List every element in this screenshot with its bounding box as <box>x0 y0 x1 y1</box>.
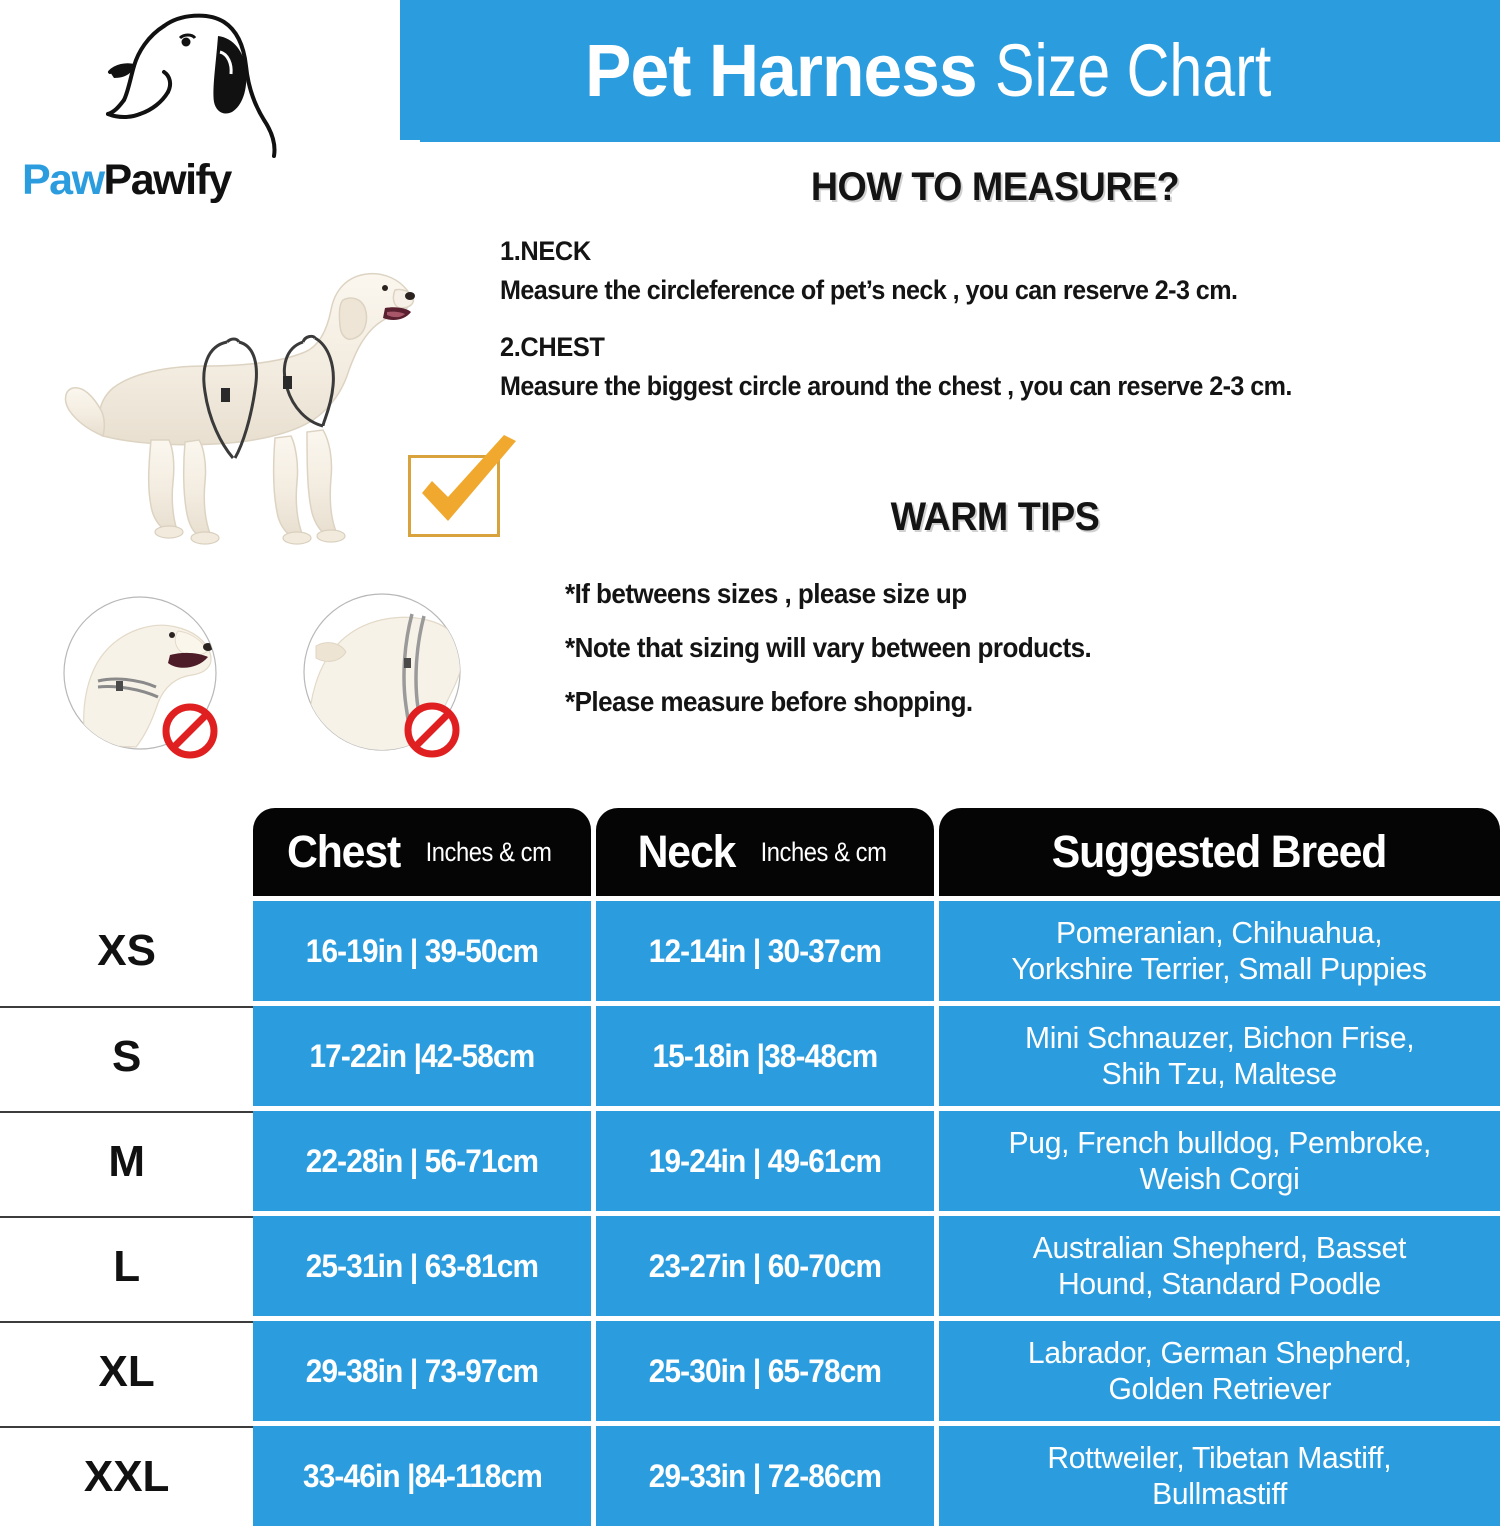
header-cell-size <box>0 808 253 896</box>
table-row: XS 16-19in | 39-50cm 12-14in | 30-37cm P… <box>0 901 1500 1006</box>
header-breed-label: Suggested Breed <box>1052 826 1388 877</box>
cell-neck-value: 25-30in | 65-78cm <box>648 1352 882 1389</box>
measure-steps-list: 1.NECK Measure the circleference of pet’… <box>500 236 1490 402</box>
warm-tips-list: *If betweens sizes , please size up *Not… <box>500 578 1490 718</box>
cell-breed-line1: Australian Shepherd, Basset <box>1032 1230 1407 1266</box>
cell-chest-value: 33-46in |84-118cm <box>302 1457 543 1494</box>
cell-size: M <box>0 1111 254 1211</box>
orange-checkmark-icon <box>404 435 524 545</box>
cell-neck: 19-24in | 49-61cm <box>595 1111 934 1211</box>
table-row: S 17-22in |42-58cm 15-18in |38-48cm Mini… <box>0 1006 1500 1111</box>
cell-chest: 29-38in | 73-97cm <box>253 1321 591 1421</box>
cell-breed-line2: Yorkshire Terrier, Small Puppies <box>1011 951 1428 986</box>
cell-chest-value: 25-31in | 63-81cm <box>305 1247 539 1284</box>
cell-size: XS <box>0 901 254 1001</box>
measure-step-2-label: 2.CHEST <box>500 332 605 362</box>
cell-breed-line1: Mini Schnauzer, Bichon Frise, <box>1024 1020 1415 1056</box>
cell-neck: 25-30in | 65-78cm <box>595 1321 934 1421</box>
cell-chest: 33-46in |84-118cm <box>253 1426 591 1526</box>
page-title-bold: Pet Harness <box>584 28 978 112</box>
brand-logo[interactable]: PawPawify <box>10 8 310 208</box>
measure-step-1-text: Measure the circleference of pet’s neck … <box>500 275 1238 305</box>
cell-breed: Australian Shepherd, Basset Hound, Stand… <box>938 1216 1500 1316</box>
page-title-light: Size Chart <box>994 28 1272 112</box>
header-cell-breed: Suggested Breed <box>938 808 1500 896</box>
cell-breed-line2: Golden Retriever <box>1108 1371 1331 1406</box>
cell-size: S <box>0 1006 254 1106</box>
header-chest-unit: Inches & cm <box>425 836 552 867</box>
dog-measuring-illustration <box>55 250 475 580</box>
cell-size: L <box>0 1216 254 1316</box>
cell-size: XL <box>0 1321 254 1421</box>
cell-breed-line2: Shih Tzu, Maltese <box>1101 1056 1337 1091</box>
cell-neck: 12-14in | 30-37cm <box>595 901 934 1001</box>
header-cell-neck: Neck Inches & cm <box>596 808 934 896</box>
cell-neck: 29-33in | 72-86cm <box>595 1426 934 1526</box>
warm-tip-3: *Please measure before shopping. <box>565 686 973 717</box>
incorrect-example-1 <box>60 595 225 760</box>
cell-breed-line1: Labrador, German Shepherd, <box>1027 1335 1412 1371</box>
header-neck-unit: Inches & cm <box>760 836 887 867</box>
cell-chest-value: 29-38in | 73-97cm <box>305 1352 539 1389</box>
cell-chest: 17-22in |42-58cm <box>253 1006 591 1106</box>
warm-tips-section: WARM TIPS *If betweens sizes , please si… <box>500 495 1490 740</box>
how-to-measure-section: HOW TO MEASURE? 1.NECK Measure the circl… <box>500 165 1490 428</box>
cell-chest-value: 17-22in |42-58cm <box>309 1037 536 1074</box>
correct-checkbox <box>408 455 500 537</box>
cell-neck-value: 19-24in | 49-61cm <box>648 1142 882 1179</box>
page-header: Pet Harness Size Chart <box>0 0 1500 192</box>
measure-step-1-label: 1.NECK <box>500 236 591 266</box>
cell-breed: Pomeranian, Chihuahua, Yorkshire Terrier… <box>938 901 1500 1001</box>
how-to-measure-heading: HOW TO MEASURE? <box>810 165 1180 209</box>
cell-breed-line2: Weish Corgi <box>1139 1161 1300 1196</box>
cell-chest: 16-19in | 39-50cm <box>253 901 591 1001</box>
brand-wordmark-part1: Paw <box>22 156 105 204</box>
cell-breed: Rottweiler, Tibetan Mastiff, Bullmastiff <box>938 1426 1500 1526</box>
cell-breed: Pug, French bulldog, Pembroke, Weish Cor… <box>938 1111 1500 1211</box>
cell-neck: 23-27in | 60-70cm <box>595 1216 934 1316</box>
header-cell-chest: Chest Inches & cm <box>253 808 592 896</box>
table-row: XXL 33-46in |84-118cm 29-33in | 72-86cm … <box>0 1426 1500 1531</box>
header-banner <box>400 0 1500 140</box>
size-chart-table: Chest Inches & cm Neck Inches & cm Sugge… <box>0 808 1500 1526</box>
cell-chest-value: 22-28in | 56-71cm <box>305 1142 539 1179</box>
cell-breed-line1: Pomeranian, Chihuahua, <box>1056 915 1383 951</box>
incorrect-example-2 <box>300 592 470 762</box>
warm-tip-1: *If betweens sizes , please size up <box>565 578 967 609</box>
cell-neck-value: 29-33in | 72-86cm <box>648 1457 882 1494</box>
cell-neck-value: 15-18in |38-48cm <box>652 1037 878 1074</box>
cell-breed-line1: Rottweiler, Tibetan Mastiff, <box>1047 1440 1392 1476</box>
warm-tips-heading: WARM TIPS <box>890 495 1100 539</box>
table-header-row: Chest Inches & cm Neck Inches & cm Sugge… <box>0 808 1500 896</box>
prohibition-sign-icon <box>404 702 460 758</box>
table-row: XL 29-38in | 73-97cm 25-30in | 65-78cm L… <box>0 1321 1500 1426</box>
prohibition-sign-icon <box>162 703 218 759</box>
cell-breed: Mini Schnauzer, Bichon Frise, Shih Tzu, … <box>938 1006 1500 1106</box>
chest-tape <box>202 337 258 459</box>
header-neck-label: Neck <box>637 826 737 877</box>
table-row: L 25-31in | 63-81cm 23-27in | 60-70cm Au… <box>0 1216 1500 1321</box>
header-banner-underline <box>420 136 1500 142</box>
table-row: M 22-28in | 56-71cm 19-24in | 49-61cm Pu… <box>0 1111 1500 1216</box>
cell-size: XXL <box>0 1426 254 1526</box>
neck-tape <box>282 334 335 428</box>
page-title: Pet Harness Size Chart <box>400 0 1500 140</box>
brand-wordmark: PawPawify <box>22 156 302 205</box>
header-chest-label: Chest <box>287 826 401 877</box>
cell-breed-line2: Hound, Standard Poodle <box>1057 1266 1381 1301</box>
dog-head-icon <box>68 8 288 158</box>
cell-chest-value: 16-19in | 39-50cm <box>305 932 539 969</box>
brand-wordmark-part2: Pawify <box>103 156 233 204</box>
cell-breed-line1: Pug, French bulldog, Pembroke, <box>1008 1125 1431 1161</box>
warm-tip-2: *Note that sizing will vary between prod… <box>565 632 1092 663</box>
measure-step-2-text: Measure the biggest circle around the ch… <box>500 371 1292 401</box>
cell-chest: 22-28in | 56-71cm <box>253 1111 591 1211</box>
cell-neck-value: 23-27in | 60-70cm <box>648 1247 882 1284</box>
cell-breed-line2: Bullmastiff <box>1151 1476 1287 1511</box>
cell-neck-value: 12-14in | 30-37cm <box>648 932 882 969</box>
cell-neck: 15-18in |38-48cm <box>595 1006 934 1106</box>
cell-chest: 25-31in | 63-81cm <box>253 1216 591 1316</box>
cell-breed: Labrador, German Shepherd, Golden Retrie… <box>938 1321 1500 1421</box>
